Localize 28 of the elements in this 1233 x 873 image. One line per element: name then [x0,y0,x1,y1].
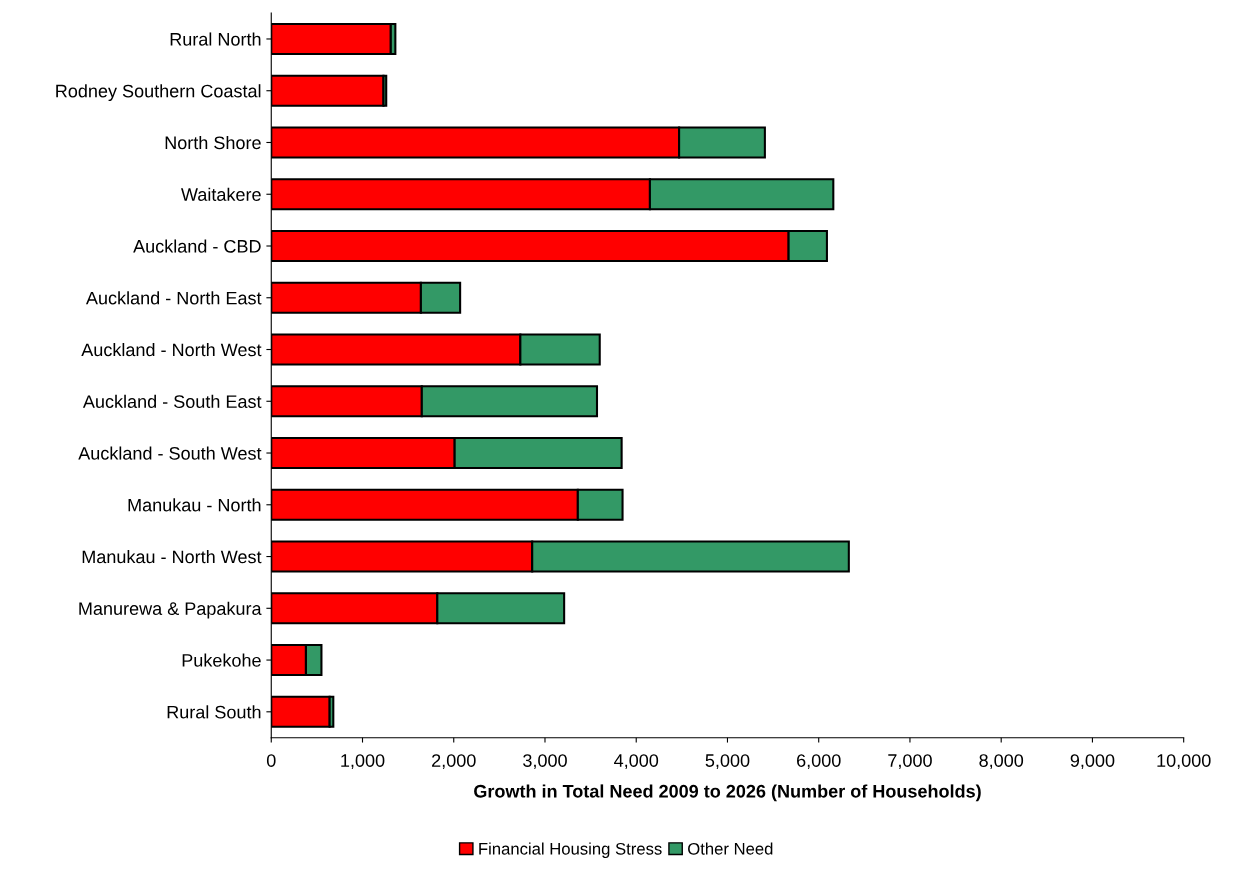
x-axis-title: Growth in Total Need 2009 to 2026 (Number of Households) [474,784,981,802]
y-tick-label: Auckland - CBD [133,239,261,253]
y-tick-label: Auckland - South East [82,394,262,408]
x-tick-label: 1,000 [341,754,385,770]
y-tick-label: Auckland - North West [81,342,262,357]
y-tick-label: Rodney Southern Coastal [56,84,261,102]
x-tick-label: 3,000 [523,754,567,770]
legend-label: Other Need [688,842,773,855]
x-tick-label: 7,000 [888,754,932,770]
y-tick-label: Auckland - North East [85,291,262,305]
x-tick-label: 2,000 [432,754,476,770]
y-tick-label: Rural South [167,705,261,719]
x-tick-label: 5,000 [705,754,750,770]
y-tick-label: Rural North [170,32,261,46]
x-tick-label: 9,000 [1070,754,1115,770]
x-tick-label: 8,000 [979,754,1024,770]
y-tick-label: Manukau - North [128,498,261,512]
x-tick-label: 10,000 [1157,754,1211,770]
y-tick-label: Manukau - North West [82,550,262,564]
y-tick-label: North Shore [165,135,261,150]
x-tick-label: 4,000 [614,754,659,770]
legend-label: Financial Housing Stress [479,842,662,858]
y-tick-label: Waitakere [181,187,261,201]
x-tick-label: 6,000 [797,754,841,770]
y-tick-label: Auckland - South West [78,446,262,460]
y-tick-label: Manurewa & Papakura [79,601,262,619]
x-tick-label: 0 [266,754,276,767]
y-tick-label: Pukekohe [182,653,261,667]
